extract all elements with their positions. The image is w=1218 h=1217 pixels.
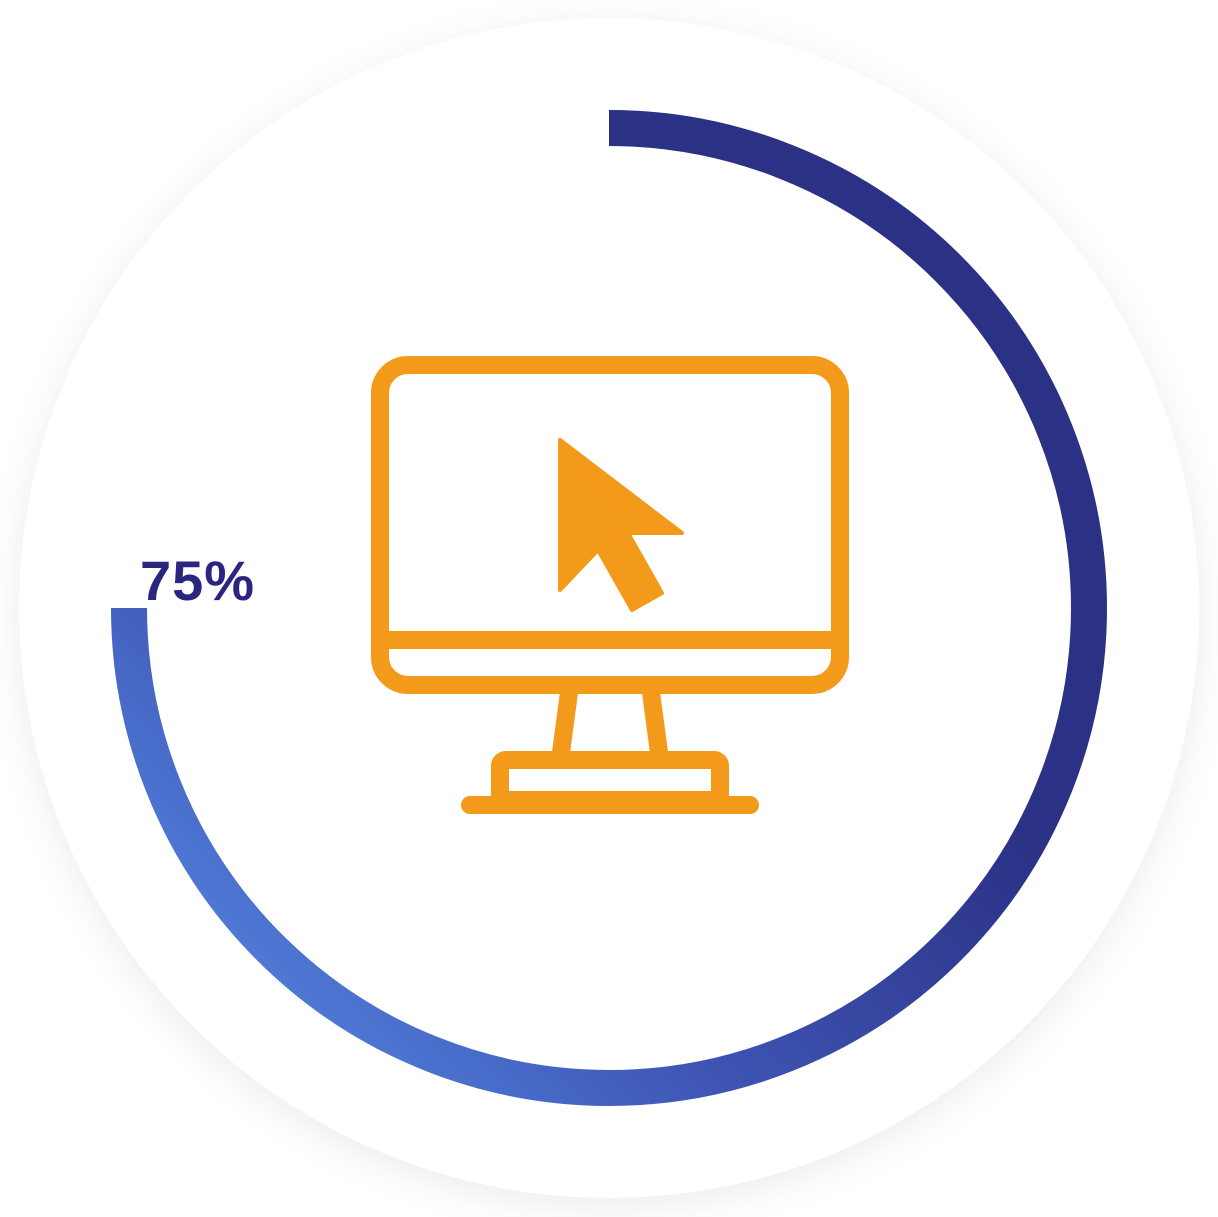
infographic-container: 75%	[0, 0, 1218, 1217]
percent-label: 75%	[140, 548, 255, 613]
computer-monitor-icon	[360, 345, 860, 865]
